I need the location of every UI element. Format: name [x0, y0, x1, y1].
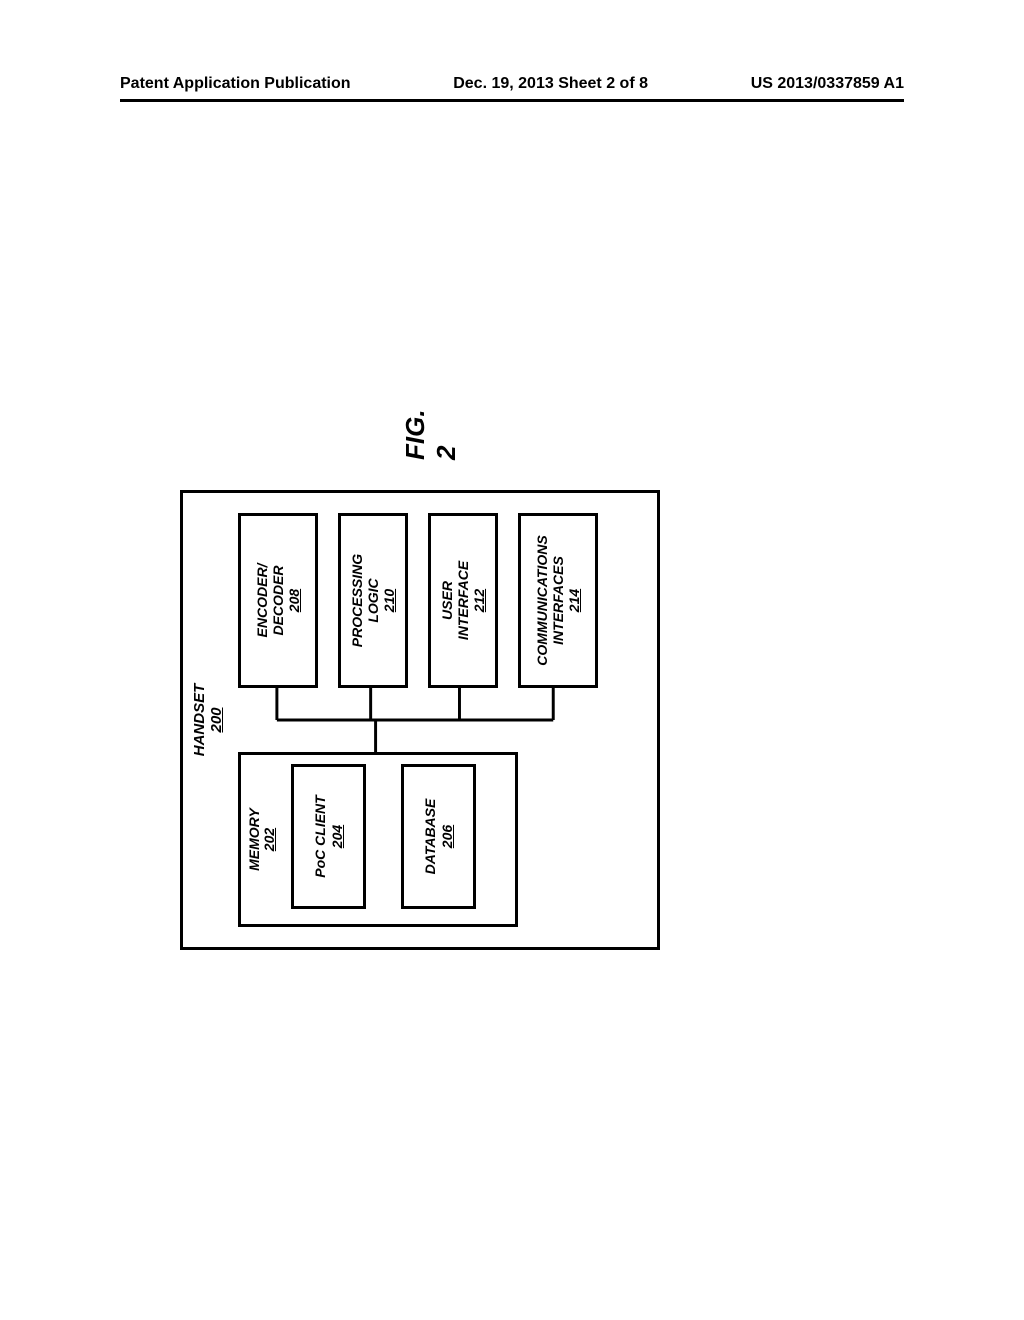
encoder-decoder-box: ENCODER/ DECODER 208: [238, 513, 318, 688]
comm-line1: COMMUNICATIONS: [534, 535, 550, 665]
proc-line2: LOGIC: [365, 578, 381, 622]
user-interface-box: USER INTERFACE 212: [428, 513, 498, 688]
db-title: DATABASE: [422, 799, 438, 875]
db-ref: 206: [439, 825, 455, 848]
handset-title: HANDSET: [191, 684, 208, 757]
memory-title: MEMORY: [246, 808, 262, 871]
ui-ref: 212: [471, 589, 487, 612]
encoder-line2: DECODER: [270, 566, 286, 636]
encoder-ref: 208: [286, 589, 302, 612]
proc-line1: PROCESSING: [349, 554, 365, 647]
proc-ref: 210: [381, 589, 397, 612]
handset-label: HANDSET 200: [191, 493, 226, 947]
processing-logic-box: PROCESSING LOGIC 210: [338, 513, 408, 688]
comm-ref: 214: [566, 589, 582, 612]
header-right: US 2013/0337859 A1: [751, 75, 904, 93]
comm-line2: INTERFACES: [550, 556, 566, 645]
memory-label: MEMORY 202: [247, 755, 278, 924]
header-center: Dec. 19, 2013 Sheet 2 of 8: [453, 75, 648, 93]
handset-ref: 200: [208, 707, 225, 732]
encoder-line1: ENCODER/: [254, 564, 270, 638]
poc-title: PoC CLIENT: [312, 795, 328, 877]
memory-box: MEMORY 202 PoC CLIENT 204 DATABASE 206: [238, 752, 518, 927]
figure-caption: FIG. 2: [400, 390, 462, 460]
poc-client-box: PoC CLIENT 204: [291, 764, 366, 909]
ui-line1: USER: [439, 581, 455, 620]
poc-ref: 204: [329, 825, 345, 848]
database-box: DATABASE 206: [401, 764, 476, 909]
page-header: Patent Application Publication Dec. 19, …: [120, 75, 904, 102]
memory-ref: 202: [261, 828, 277, 851]
patent-page: Patent Application Publication Dec. 19, …: [0, 0, 1024, 1320]
ui-line2: INTERFACE: [455, 561, 471, 640]
figure-2-diagram: HANDSET 200 MEMORY 202 PoC CLIENT 204 DA…: [180, 390, 660, 950]
communications-interfaces-box: COMMUNICATIONS INTERFACES 214: [518, 513, 598, 688]
handset-box: HANDSET 200 MEMORY 202 PoC CLIENT 204 DA…: [180, 490, 660, 950]
header-left: Patent Application Publication: [120, 75, 351, 93]
